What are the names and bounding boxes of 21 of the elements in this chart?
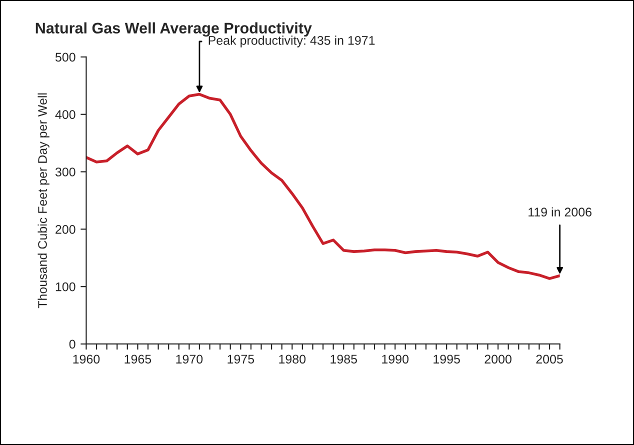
y-tick-label: 0: [69, 340, 76, 349]
chart-title: Natural Gas Well Average Productivity: [36, 22, 312, 37]
y-tick-label: 100: [56, 282, 76, 292]
x-tick-label: 1985: [330, 354, 357, 364]
y-tick-label: 400: [55, 110, 76, 120]
x-tick-label: 1990: [382, 354, 409, 364]
y-tick-label: 500: [55, 52, 76, 62]
annotation: 119 in 2006: [528, 207, 592, 217]
x-tick-label: 1965: [124, 354, 152, 364]
x-tick-label: 2005: [536, 354, 563, 364]
line-series: [86, 92, 560, 280]
x-tick-label: 1995: [434, 354, 460, 364]
x-tick-label: 2000: [484, 354, 512, 364]
y-axis-title: Thousand Cubic Feet per Day per Well: [38, 93, 50, 308]
x-tick-label: 1970: [176, 354, 203, 364]
y-tick-label: 200: [56, 224, 76, 234]
x-tick-label: 1960: [73, 354, 100, 364]
x-tick-label: 1975: [228, 354, 254, 364]
x-tick-label: 1980: [279, 354, 306, 364]
annotation: Peak productivity: 435 in 1971: [208, 36, 375, 48]
y-tick-label: 300: [55, 168, 76, 176]
